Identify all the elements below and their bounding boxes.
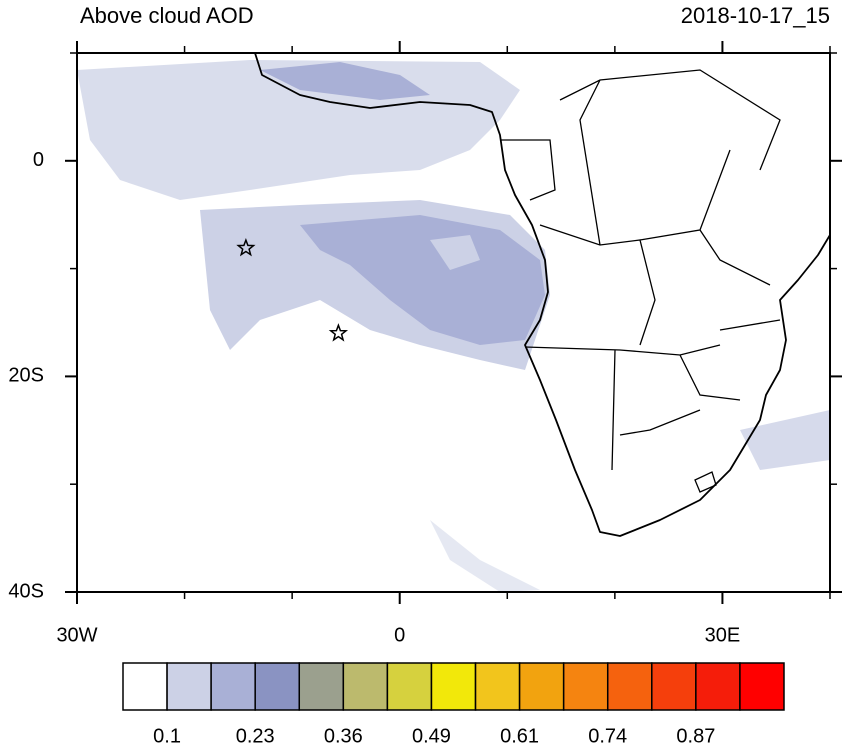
colorbar-box xyxy=(386,662,433,711)
site-marker xyxy=(236,237,256,257)
aod-shading xyxy=(740,410,830,470)
time-label: 2018-10-17_15 xyxy=(681,3,830,28)
colorbar-box xyxy=(606,662,653,711)
y-tick-label: 0 xyxy=(33,149,44,171)
colorbar-label: 0.87 xyxy=(676,725,715,747)
colorbar-box xyxy=(651,662,697,711)
site-marker xyxy=(328,323,349,342)
colorbar-box xyxy=(122,662,168,711)
colorbar-label: 0.74 xyxy=(588,725,627,747)
colorbar-box xyxy=(298,662,345,711)
aod-shading xyxy=(300,215,545,345)
map-area xyxy=(77,53,830,592)
aod-shading xyxy=(430,520,540,592)
aod-shading xyxy=(430,235,480,270)
colorbar-label: 0.1 xyxy=(153,725,181,747)
x-tick-label: 0 xyxy=(394,624,405,646)
colorbar-box xyxy=(210,662,256,711)
colorbar-label: 0.49 xyxy=(412,725,451,747)
map-frame xyxy=(76,52,831,593)
country-border xyxy=(500,69,781,471)
colorbar-label: 0.23 xyxy=(236,725,275,747)
colorbar-box xyxy=(166,662,212,711)
y-tick-label: 20S xyxy=(8,365,44,387)
colorbar-box xyxy=(562,662,609,711)
colorbar-label: 0.36 xyxy=(324,725,363,747)
map-title: Above cloud AOD xyxy=(80,3,254,28)
y-tick-label: 40S xyxy=(8,580,44,602)
x-tick-label: 30E xyxy=(705,624,741,646)
colorbar-box xyxy=(739,662,785,711)
x-tick-label: 30W xyxy=(56,624,97,646)
colorbar-label: 0.61 xyxy=(500,725,539,747)
coastline xyxy=(254,53,830,537)
colorbar-box xyxy=(474,662,521,711)
aod-shading xyxy=(260,62,430,100)
colorbar-box xyxy=(518,662,565,711)
colorbar-box xyxy=(430,662,477,711)
colorbar-box xyxy=(695,662,741,711)
colorbar-box xyxy=(342,662,389,711)
colorbar-box xyxy=(254,662,301,711)
country-border xyxy=(694,471,717,493)
